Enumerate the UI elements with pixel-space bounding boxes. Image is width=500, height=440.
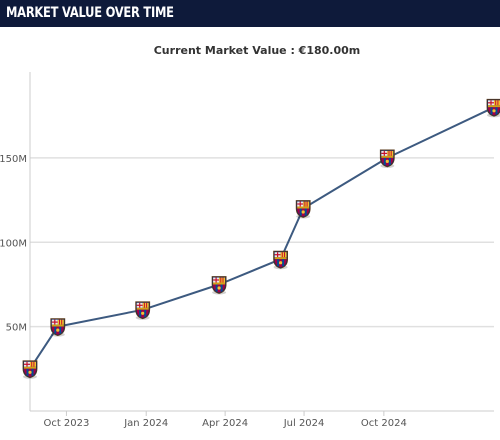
line-layer — [29, 106, 495, 370]
x-tick-label: Oct 2023 — [43, 418, 89, 429]
club-crest-icon — [379, 149, 395, 168]
x-tick-label: Oct 2024 — [361, 418, 407, 429]
club-crest-icon — [486, 98, 500, 117]
crest-stripe — [497, 100, 499, 106]
crest-stripe — [220, 277, 222, 283]
marker-layer — [22, 98, 500, 379]
crest-blue-stripe — [26, 368, 29, 376]
x-tick-label: Jul 2024 — [283, 418, 325, 429]
crest-cross-h — [136, 304, 143, 306]
crest-ball — [385, 159, 389, 163]
series-line — [29, 106, 495, 370]
crest-stripe — [281, 252, 283, 258]
crest-stripe — [284, 252, 285, 258]
crest-blue-stripe — [495, 107, 498, 115]
grid-layer — [30, 157, 494, 328]
crest-cross-h — [51, 321, 58, 323]
data-point-marker — [135, 301, 151, 320]
crest-stripe — [33, 361, 35, 367]
crest-cross-h — [274, 254, 281, 256]
crest-band — [136, 307, 149, 310]
crest-blue-stripe — [383, 157, 386, 165]
crest-senyera — [303, 201, 310, 207]
crest-blue-stripe — [220, 284, 223, 292]
crest-cross-h — [381, 152, 388, 154]
club-crest-icon — [22, 360, 38, 379]
crest-blue-stripe — [299, 208, 302, 216]
crest-cross-h — [297, 203, 304, 205]
crest-stripe — [146, 302, 148, 308]
club-crest-icon — [135, 301, 151, 320]
club-crest-icon — [295, 200, 311, 218]
data-point-marker — [211, 276, 227, 295]
crest-ball — [28, 370, 32, 374]
crest-senyera — [494, 100, 500, 106]
y-tick-label: 50M — [6, 323, 27, 334]
y-tick-label: 100M — [0, 238, 27, 249]
crest-blue-stripe — [139, 309, 142, 317]
crest-band — [381, 155, 394, 158]
crest-stripe — [306, 201, 308, 207]
crest-blue-stripe — [59, 326, 62, 334]
crest-band — [297, 206, 310, 209]
crest-blue-stripe — [490, 107, 493, 115]
market-value-chart: Current Market Value : €180.00m 50M 100M 1… — [0, 44, 500, 429]
crest-blue-stripe — [277, 259, 280, 267]
crest-ball — [217, 286, 221, 290]
crest-band — [51, 324, 64, 327]
crest-ball — [492, 109, 496, 113]
page-header: MARKET VALUE OVER TIME — [0, 0, 500, 27]
crest-band — [213, 282, 226, 285]
crest-band — [274, 257, 287, 260]
x-tick-label: Apr 2024 — [202, 418, 248, 429]
crest-ball — [56, 328, 60, 332]
page-title: MARKET VALUE OVER TIME — [6, 5, 174, 21]
y-tick-label: 150M — [0, 154, 27, 165]
crest-blue-stripe — [54, 326, 57, 334]
crest-stripe — [61, 319, 63, 325]
crest-stripe — [31, 361, 33, 367]
crest-band — [488, 105, 500, 108]
crest-band — [24, 366, 36, 369]
crest-senyera — [219, 277, 226, 283]
crest-cross-h — [24, 363, 30, 365]
axis-layer: 50M 100M 150M Oct 2023 Jan 2024 Apr 2024 Jul 2… — [0, 72, 494, 429]
data-point-marker — [273, 250, 289, 270]
crest-blue-stripe — [144, 309, 147, 317]
chart-subtitle: Current Market Value : €180.00m — [154, 44, 361, 57]
crest-cross-h — [213, 279, 220, 281]
crest-ball — [301, 210, 305, 214]
crest-stripe — [390, 150, 392, 156]
crest-ball — [141, 311, 145, 315]
crest-senyera — [30, 361, 36, 367]
data-point-marker — [486, 98, 500, 118]
crest-senyera — [280, 252, 287, 258]
data-point-marker — [295, 200, 311, 219]
crest-stripe — [388, 150, 390, 156]
crest-ball — [279, 261, 283, 265]
crest-stripe — [59, 319, 60, 325]
x-tick-label: Jan 2024 — [123, 418, 168, 429]
crest-blue-stripe — [31, 368, 34, 376]
data-point-marker — [379, 149, 395, 168]
crest-stripe — [143, 302, 145, 308]
data-point-marker — [22, 360, 38, 379]
crest-senyera — [387, 150, 394, 156]
crest-stripe — [495, 100, 497, 106]
club-crest-icon — [273, 250, 289, 269]
crest-blue-stripe — [304, 208, 307, 216]
crest-blue-stripe — [388, 157, 391, 165]
club-crest-icon — [50, 318, 66, 337]
data-point-marker — [50, 318, 66, 337]
crest-stripe — [222, 277, 224, 283]
club-crest-icon — [211, 276, 227, 294]
crest-blue-stripe — [215, 284, 218, 292]
crest-stripe — [304, 201, 306, 207]
chart-container: Current Market Value : €180.00m 50M 100M 1… — [0, 27, 500, 440]
crest-senyera — [57, 319, 64, 325]
crest-cross-h — [488, 102, 494, 104]
crest-senyera — [142, 302, 149, 308]
crest-blue-stripe — [282, 259, 285, 267]
